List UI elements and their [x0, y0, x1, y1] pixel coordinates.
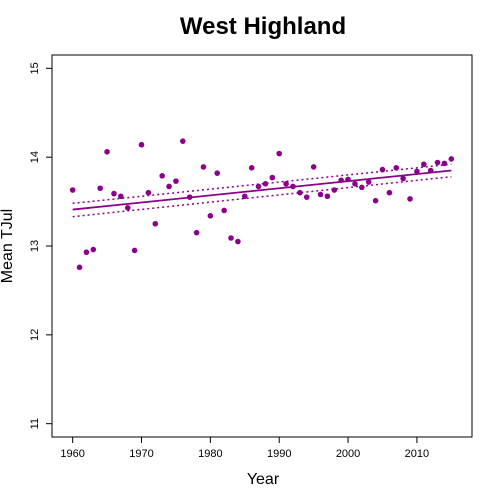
- data-point: [414, 168, 420, 175]
- data-point: [262, 181, 269, 187]
- data-point: [365, 179, 372, 185]
- data-point: [180, 138, 186, 144]
- data-point: [207, 212, 214, 219]
- y-tick-label: 14: [29, 151, 41, 163]
- ci-lower-line: [72, 175, 452, 218]
- data-point: [193, 229, 200, 236]
- x-tick-label: 2000: [336, 448, 360, 460]
- y-tick-label: 15: [29, 62, 41, 74]
- data-point: [83, 249, 90, 256]
- data-point: [310, 164, 317, 170]
- data-point: [138, 141, 145, 148]
- data-point: [303, 194, 310, 200]
- data-point: [386, 189, 393, 196]
- x-axis: 1960 1970 1980 1990 2000 2010: [60, 437, 429, 460]
- data-point: [104, 149, 110, 155]
- data-point: [283, 181, 289, 187]
- data-point: [400, 175, 406, 182]
- ci-upper-line: [72, 163, 452, 205]
- data-point: [124, 205, 131, 211]
- data-point: [221, 207, 227, 214]
- data-point: [448, 156, 455, 162]
- x-tick-label: 1990: [267, 448, 291, 460]
- data-point: [248, 165, 255, 171]
- data-point: [434, 159, 441, 166]
- data-point: [421, 161, 427, 168]
- data-point: [338, 177, 344, 184]
- data-point: [69, 187, 76, 193]
- data-point: [290, 183, 296, 190]
- data-point: [145, 189, 152, 196]
- plot-frame: [51, 54, 473, 438]
- y-tick-label: 13: [29, 240, 41, 252]
- data-point: [297, 189, 303, 196]
- trend-line-group: [72, 169, 452, 211]
- data-point: [111, 190, 117, 197]
- data-point: [186, 194, 193, 200]
- data-point: [97, 185, 103, 192]
- data-point: [118, 193, 124, 200]
- data-point: [200, 164, 207, 170]
- data-point: [269, 174, 276, 181]
- data-point: [255, 183, 262, 190]
- y-tick-label: 12: [29, 329, 41, 341]
- data-point: [317, 191, 324, 198]
- data-point: [324, 193, 331, 200]
- data-point: [76, 264, 83, 271]
- data-point: [241, 193, 248, 200]
- data-point: [407, 196, 413, 202]
- data-point: [352, 181, 358, 187]
- data-point: [159, 173, 165, 179]
- data-point: [214, 170, 221, 176]
- data-points: [69, 138, 455, 271]
- data-point: [427, 167, 434, 174]
- data-point: [372, 197, 379, 204]
- y-axis: 11 12 13 14 15: [29, 62, 52, 429]
- data-point: [166, 183, 172, 190]
- chart-title: West Highland: [180, 13, 346, 40]
- data-point: [228, 235, 234, 241]
- data-point: [345, 176, 351, 183]
- data-point: [276, 150, 283, 157]
- y-tick-label: 11: [29, 418, 41, 429]
- data-point: [359, 184, 365, 191]
- data-point: [173, 178, 179, 184]
- data-point: [152, 220, 159, 227]
- x-tick-label: 1980: [198, 448, 222, 460]
- x-tick-label: 2010: [405, 448, 429, 460]
- data-point: [393, 165, 400, 171]
- trend-line: [72, 169, 452, 211]
- data-point: [441, 160, 448, 167]
- confidence-interval-lines: [72, 163, 452, 218]
- y-axis-label: Mean TJul: [0, 209, 16, 283]
- data-point: [331, 187, 338, 193]
- data-point: [235, 238, 241, 245]
- x-axis-label: Year: [247, 471, 280, 488]
- data-point: [131, 247, 138, 254]
- data-point: [379, 166, 386, 173]
- x-tick-label: 1970: [129, 448, 153, 460]
- x-tick-label: 1960: [60, 448, 84, 460]
- data-point: [90, 246, 97, 253]
